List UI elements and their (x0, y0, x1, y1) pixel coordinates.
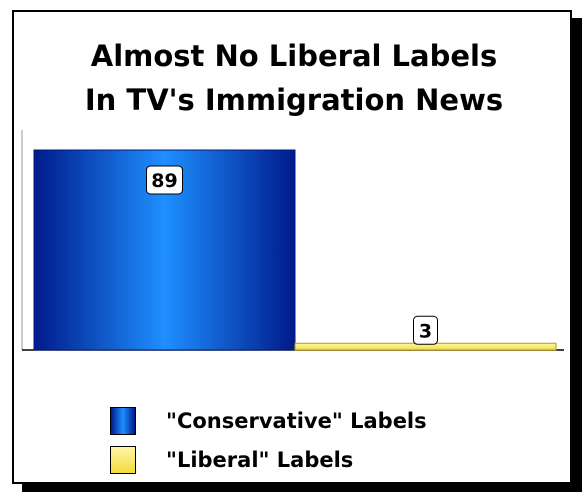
data-label-box-conservative (146, 165, 183, 195)
legend-swatch-liberal (110, 446, 136, 474)
legend-item-conservative: "Conservative" Labels (110, 407, 427, 435)
data-label-conservative: 89 (146, 165, 183, 195)
bars-layer: 89 3 (33, 149, 557, 351)
data-label-text-liberal: 3 (419, 320, 432, 342)
chart-frame: Almost No Liberal Labels In TV's Immigra… (12, 10, 572, 484)
legend-label-conservative: "Conservative" Labels (166, 409, 427, 433)
chart-title: Almost No Liberal Labels In TV's Immigra… (84, 39, 504, 117)
legend-swatch-conservative (110, 407, 136, 435)
legend-item-liberal: "Liberal" Labels (110, 446, 353, 474)
data-label-liberal: 3 (413, 315, 438, 345)
data-label-text-conservative: 89 (151, 170, 177, 192)
legend-label-liberal: "Liberal" Labels (166, 448, 354, 472)
data-label-box-liberal (413, 315, 438, 345)
chart-plot: 89 3 (21, 130, 564, 351)
